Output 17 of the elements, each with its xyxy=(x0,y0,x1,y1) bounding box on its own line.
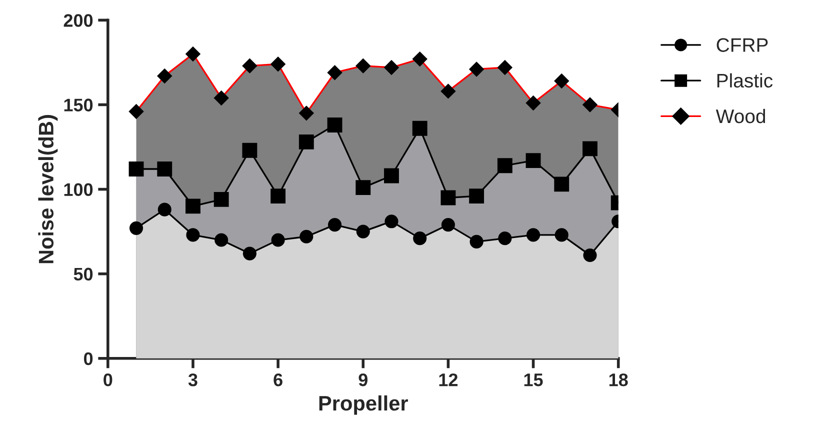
legend-label: CFRP xyxy=(716,38,768,52)
x-axis-title: Propeller xyxy=(319,395,408,415)
y-axis-title: Noise level(dB) xyxy=(38,115,58,264)
x-tick-label: 3 xyxy=(188,373,198,386)
y-tick-label: 150 xyxy=(64,98,93,112)
x-tick-label: 6 xyxy=(274,373,282,386)
y-tick-label: 200 xyxy=(64,14,93,27)
y-tick-label: 100 xyxy=(64,183,93,196)
y-tick-label: 0 xyxy=(84,352,93,366)
x-tick-label: 0 xyxy=(104,373,112,386)
x-tick-label: 12 xyxy=(439,373,458,386)
legend-label: Plastic xyxy=(717,73,773,88)
y-tick-label: 50 xyxy=(74,268,93,281)
x-tick-label: 9 xyxy=(358,373,368,386)
x-tick-label: 18 xyxy=(609,373,628,386)
x-tick-label: 15 xyxy=(524,374,543,386)
legend-label: Wood xyxy=(716,108,766,124)
